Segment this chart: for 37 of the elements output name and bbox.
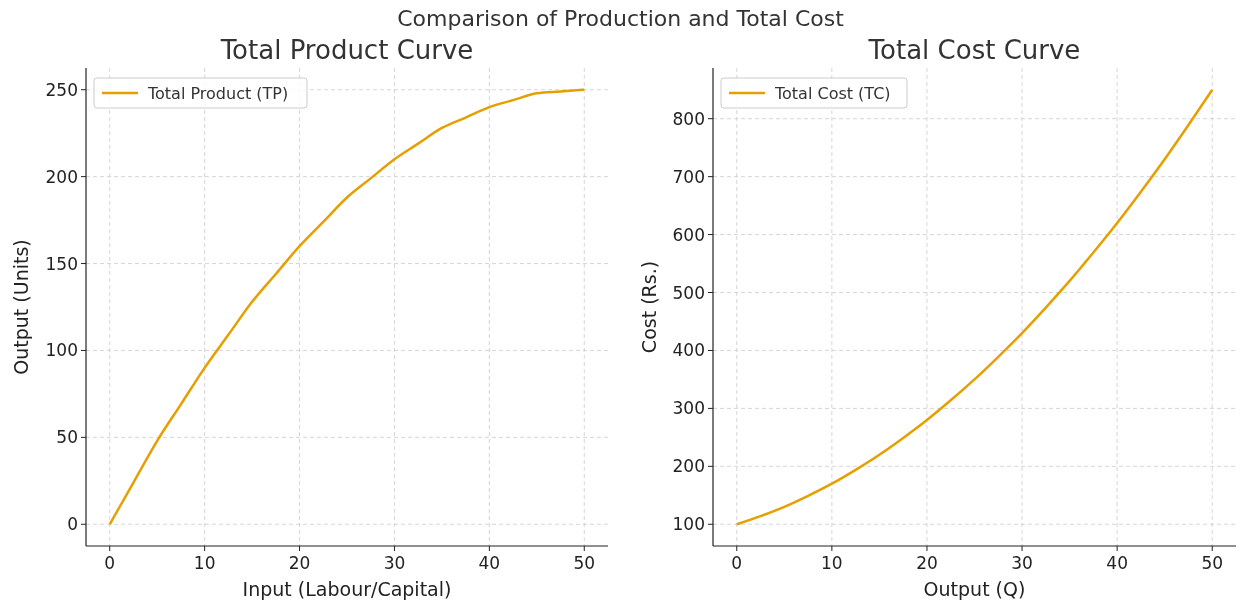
- y-tick-label: 500: [672, 282, 705, 303]
- y-tick-label: 800: [672, 108, 705, 129]
- y-tick-label: 0: [67, 514, 78, 535]
- x-tick-label: 20: [916, 553, 938, 573]
- chart-subtitle: Comparison of Production and Total Cost: [397, 6, 845, 31]
- x-tick-label: 40: [1106, 553, 1128, 573]
- y-axis-title: Output (Units): [10, 239, 32, 375]
- x-tick-label: 20: [288, 553, 311, 573]
- x-tick-label: 50: [573, 553, 596, 573]
- x-tick-label: 10: [193, 553, 216, 573]
- x-tick-label: 30: [383, 553, 406, 573]
- legend-label: Total Product (TP): [147, 84, 289, 103]
- y-tick-label: 700: [672, 166, 705, 187]
- x-tick-label: 40: [478, 553, 501, 573]
- chart-title: Total Cost Curve: [867, 35, 1081, 65]
- chart-title: Total Product Curve: [219, 35, 474, 65]
- x-tick-label: 10: [821, 553, 843, 573]
- y-axis-title: Cost (Rs.): [638, 260, 660, 354]
- y-tick-label: 200: [672, 456, 705, 477]
- line-series: [108, 88, 586, 526]
- x-tick-label: 50: [1201, 553, 1224, 573]
- x-axis-title: Output (Q): [923, 578, 1026, 600]
- line-series: [735, 88, 1214, 526]
- x-tick-label: 30: [1011, 553, 1033, 573]
- y-tick-label: 100: [672, 514, 705, 535]
- y-tick-label: 150: [45, 253, 78, 274]
- x-axis-title: Input (Labour/Capital): [242, 578, 452, 600]
- x-tick-label: 0: [104, 553, 116, 573]
- y-tick-label: 600: [672, 224, 705, 245]
- legend-label: Total Cost (TC): [774, 84, 891, 103]
- y-tick-label: 250: [45, 79, 78, 100]
- y-tick-label: 100: [45, 340, 78, 361]
- y-tick-label: 200: [45, 166, 78, 187]
- x-tick-label: 0: [731, 553, 743, 573]
- y-tick-label: 300: [672, 398, 705, 419]
- y-tick-label: 50: [56, 427, 78, 448]
- y-tick-label: 400: [672, 340, 705, 361]
